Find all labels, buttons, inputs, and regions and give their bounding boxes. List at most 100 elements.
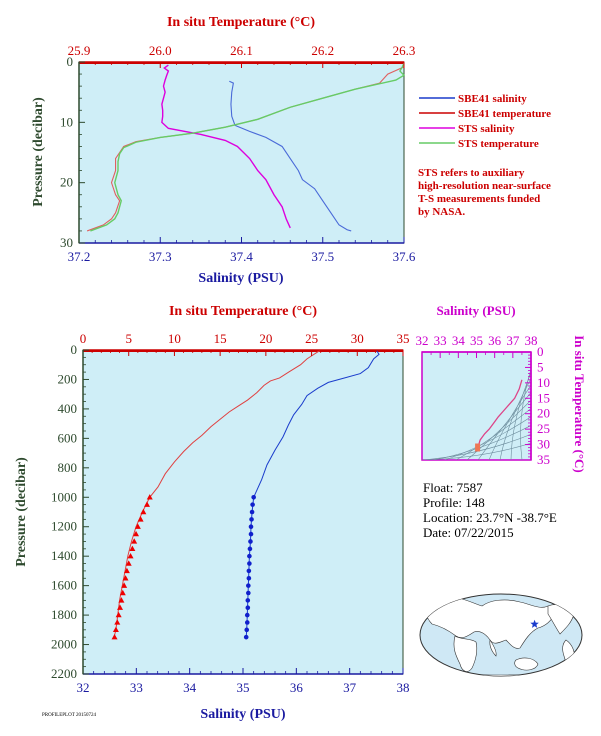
left-tick-label: 400 (58, 401, 78, 416)
right-tick-label: 20 (537, 406, 550, 421)
top-tick-label: 26.1 (230, 43, 253, 58)
right-tick-label: 0 (537, 344, 544, 359)
top-salinity-axis-title: Salinity (PSU) (198, 271, 284, 286)
left-tick-label: 1200 (51, 519, 77, 534)
density-contour (455, 408, 531, 460)
note-line-1: STS refers to auxiliary (418, 167, 525, 179)
note-line-3: T-S measurements funded (418, 193, 540, 205)
bottom-tick-label: 36 (290, 680, 304, 695)
left-tick-label: 1800 (51, 607, 77, 622)
temperature-marker (117, 604, 124, 610)
float-info: Float: 7587 Profile: 148 Location: 23.7°… (423, 480, 557, 540)
salinity-marker (244, 627, 250, 633)
float-location-star-icon (530, 619, 539, 628)
temperature-marker (134, 523, 141, 529)
density-contour (499, 377, 531, 460)
salinity-marker (247, 546, 253, 552)
left-tick-label: 1600 (51, 578, 77, 593)
deep-axes-group: 32 33 34 35 36 37 38 0 5 10 15 20 25 30 35 0 200 400 600 80… (51, 331, 410, 695)
bottom-tick-label: 37.2 (68, 249, 91, 264)
salinity-marker (244, 620, 250, 625)
date: Date: 07/22/2015 (423, 525, 514, 540)
deep-salinity-axis-title: Salinity (PSU) (200, 707, 286, 722)
map-land (424, 597, 575, 676)
ts-temperature-axis-title: In situ Temperature (°C) (572, 335, 587, 473)
right-tick-label: 30 (537, 437, 550, 452)
density-contour (510, 372, 531, 460)
salinity-marker (251, 494, 256, 500)
top-plot-background (78, 61, 405, 244)
left-tick-label: 800 (58, 460, 78, 475)
top-tick-label: 15 (214, 331, 227, 346)
right-tick-label: 15 (537, 390, 550, 405)
bottom-tick-label: 37.5 (311, 249, 334, 264)
ts-deep-cluster (475, 443, 481, 452)
top-tick-label: 35 (470, 333, 483, 348)
top-tick-label: 25 (305, 331, 318, 346)
top-tick-label: 26.0 (149, 43, 172, 58)
deep-series-temperature (113, 349, 321, 638)
temperature-marker (140, 508, 147, 515)
temperature-marker (111, 633, 118, 640)
bottom-tick-label: 37 (343, 680, 357, 695)
top-tick-label: 25.9 (68, 43, 91, 58)
top-tick-label: 26.2 (311, 43, 334, 58)
temperature-marker (112, 626, 119, 633)
top-series-sts-salinity (161, 64, 291, 229)
left-tick-label: 600 (58, 430, 78, 445)
right-tick-label: 10 (537, 375, 550, 390)
top-note: STS refers to auxiliary high-resolution … (418, 167, 551, 218)
deep-series-group (83, 349, 403, 640)
temperature-marker (123, 567, 130, 574)
salinity-marker (247, 561, 252, 566)
left-tick-label: 2000 (51, 637, 77, 652)
top-tick-label: 32 (416, 333, 429, 348)
left-tick-label: 1000 (51, 489, 77, 504)
temperature-marker (146, 494, 153, 500)
temperature-marker (133, 530, 140, 537)
float-id: Float: 7587 (423, 480, 483, 495)
salinity-marker (245, 598, 251, 603)
top-tick-label: 20 (259, 331, 272, 346)
legend-label-sbe41-temperature: SBE41 temperature (458, 108, 551, 120)
world-map (419, 593, 583, 677)
deep-profile-panel: 32 33 34 35 36 37 38 0 5 10 15 20 25 30 35 0 200 400 600 80… (14, 304, 410, 722)
deep-series-salinity (245, 349, 380, 638)
temperature-marker (114, 619, 121, 625)
temperature-marker (122, 575, 129, 581)
top-series-sbe41-salinity (229, 80, 352, 232)
note-line-4: by NASA. (418, 206, 465, 218)
top-series-sts-temperature (90, 62, 406, 232)
density-contour (477, 392, 531, 460)
right-tick-label: 5 (537, 359, 544, 374)
bottom-tick-label: 33 (130, 680, 143, 695)
salinity-marker (246, 583, 251, 588)
bottom-tick-label: 37.3 (149, 249, 172, 264)
top-tick-label: 36 (488, 333, 502, 348)
top-tick-label: 37 (506, 333, 520, 348)
temperature-marker (118, 597, 125, 603)
left-tick-label: 1400 (51, 548, 77, 563)
temperature-marker (131, 538, 138, 544)
top-tick-label: 35 (397, 331, 410, 346)
ts-series-group (475, 379, 523, 452)
salinity-marker (246, 590, 251, 596)
top-pressure-axis-title: Pressure (decibar) (31, 97, 46, 207)
left-tick-label: 30 (60, 235, 73, 250)
temperature-marker (125, 560, 132, 566)
salinity-marker (248, 531, 254, 537)
deep-pressure-axis-title: Pressure (decibar) (14, 457, 29, 567)
top-tick-label: 30 (351, 331, 364, 346)
note-line-2: high-resolution near-surface (418, 180, 551, 192)
right-tick-label: 35 (537, 452, 550, 467)
ts-salinity-axis-title: Salinity (PSU) (436, 303, 515, 318)
left-tick-label: 0 (71, 342, 78, 357)
bottom-tick-label: 35 (237, 680, 250, 695)
deep-plot-background (82, 349, 404, 675)
left-tick-label: 0 (67, 54, 74, 69)
right-tick-label: 25 (537, 421, 550, 436)
bottom-tick-label: 32 (77, 680, 90, 695)
left-tick-label: 200 (58, 371, 78, 386)
